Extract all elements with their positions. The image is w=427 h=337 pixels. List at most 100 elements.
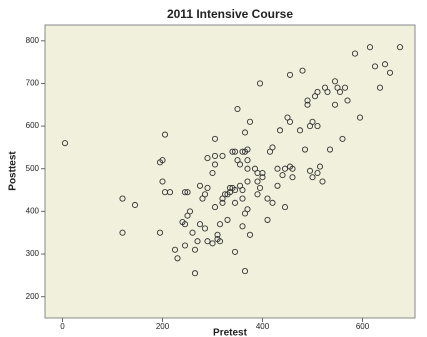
point xyxy=(256,80,264,87)
point xyxy=(229,148,236,155)
point xyxy=(244,165,251,172)
point xyxy=(216,238,224,245)
point xyxy=(239,195,246,202)
point xyxy=(339,135,346,142)
point xyxy=(189,229,196,236)
point xyxy=(319,178,326,185)
point xyxy=(279,172,286,179)
point xyxy=(221,191,229,198)
point xyxy=(231,187,239,194)
point xyxy=(211,161,219,168)
point xyxy=(241,129,249,136)
y-tick-label: 800 xyxy=(26,36,40,45)
point xyxy=(156,229,164,236)
point xyxy=(174,255,181,262)
point xyxy=(371,63,379,70)
point xyxy=(184,189,191,196)
point xyxy=(254,178,261,185)
y-tick-label: 400 xyxy=(26,206,40,215)
x-tick-label: 600 xyxy=(356,322,370,331)
point xyxy=(299,67,306,74)
point xyxy=(166,189,174,196)
point xyxy=(314,169,321,177)
point xyxy=(214,231,221,238)
point xyxy=(309,118,316,125)
point xyxy=(231,248,239,255)
point xyxy=(281,204,289,211)
point xyxy=(316,163,324,170)
point xyxy=(331,101,339,108)
point xyxy=(244,146,251,153)
point xyxy=(286,71,294,78)
x-axis-label: Pretest xyxy=(213,328,248,337)
point xyxy=(231,148,239,155)
point xyxy=(204,184,211,191)
y-tick-label: 200 xyxy=(26,292,40,301)
point xyxy=(254,191,261,198)
point xyxy=(341,84,349,91)
point xyxy=(269,144,276,151)
point xyxy=(211,152,219,159)
point xyxy=(224,216,231,223)
point xyxy=(191,246,199,253)
point xyxy=(289,165,296,172)
point xyxy=(211,204,219,211)
point xyxy=(386,69,394,76)
point xyxy=(306,167,314,174)
point xyxy=(181,221,189,228)
point xyxy=(274,182,281,189)
point xyxy=(209,169,216,177)
y-tick-label: 600 xyxy=(26,121,40,130)
point xyxy=(314,123,321,130)
point xyxy=(244,178,251,185)
point xyxy=(181,242,189,249)
point xyxy=(256,184,264,191)
point xyxy=(331,78,339,85)
point xyxy=(159,157,166,164)
point xyxy=(181,189,189,196)
point xyxy=(231,199,239,206)
x-tick-label: 200 xyxy=(156,322,170,331)
point xyxy=(356,114,364,121)
point xyxy=(344,97,351,104)
y-tick-label: 500 xyxy=(26,164,40,173)
x-tick-label: 0 xyxy=(60,322,65,331)
point xyxy=(314,88,321,96)
y-axis-label: Posttest xyxy=(8,151,19,191)
point xyxy=(196,221,204,228)
point xyxy=(239,148,246,155)
point xyxy=(204,155,211,162)
point xyxy=(239,187,246,194)
point xyxy=(301,146,309,153)
point xyxy=(246,118,254,125)
point xyxy=(131,201,139,209)
point xyxy=(119,195,126,202)
point xyxy=(269,199,276,206)
point xyxy=(289,174,296,181)
point xyxy=(211,135,219,142)
x-tick-label: 400 xyxy=(256,322,270,331)
point xyxy=(264,195,271,202)
point xyxy=(171,246,179,253)
point xyxy=(241,268,249,275)
point xyxy=(336,88,344,96)
point xyxy=(286,118,294,125)
point xyxy=(219,152,226,159)
point xyxy=(204,238,211,245)
point xyxy=(239,223,246,230)
point xyxy=(274,165,281,172)
point xyxy=(61,140,69,147)
point xyxy=(381,61,389,68)
chart-title: 2011 Intensive Course xyxy=(167,7,293,21)
point xyxy=(119,229,126,236)
point xyxy=(159,178,166,185)
point xyxy=(186,208,194,215)
point xyxy=(226,184,234,191)
point xyxy=(246,231,254,238)
point xyxy=(244,206,251,213)
point xyxy=(201,191,209,198)
plot-area xyxy=(44,24,416,319)
point xyxy=(281,165,289,172)
point xyxy=(324,88,331,96)
